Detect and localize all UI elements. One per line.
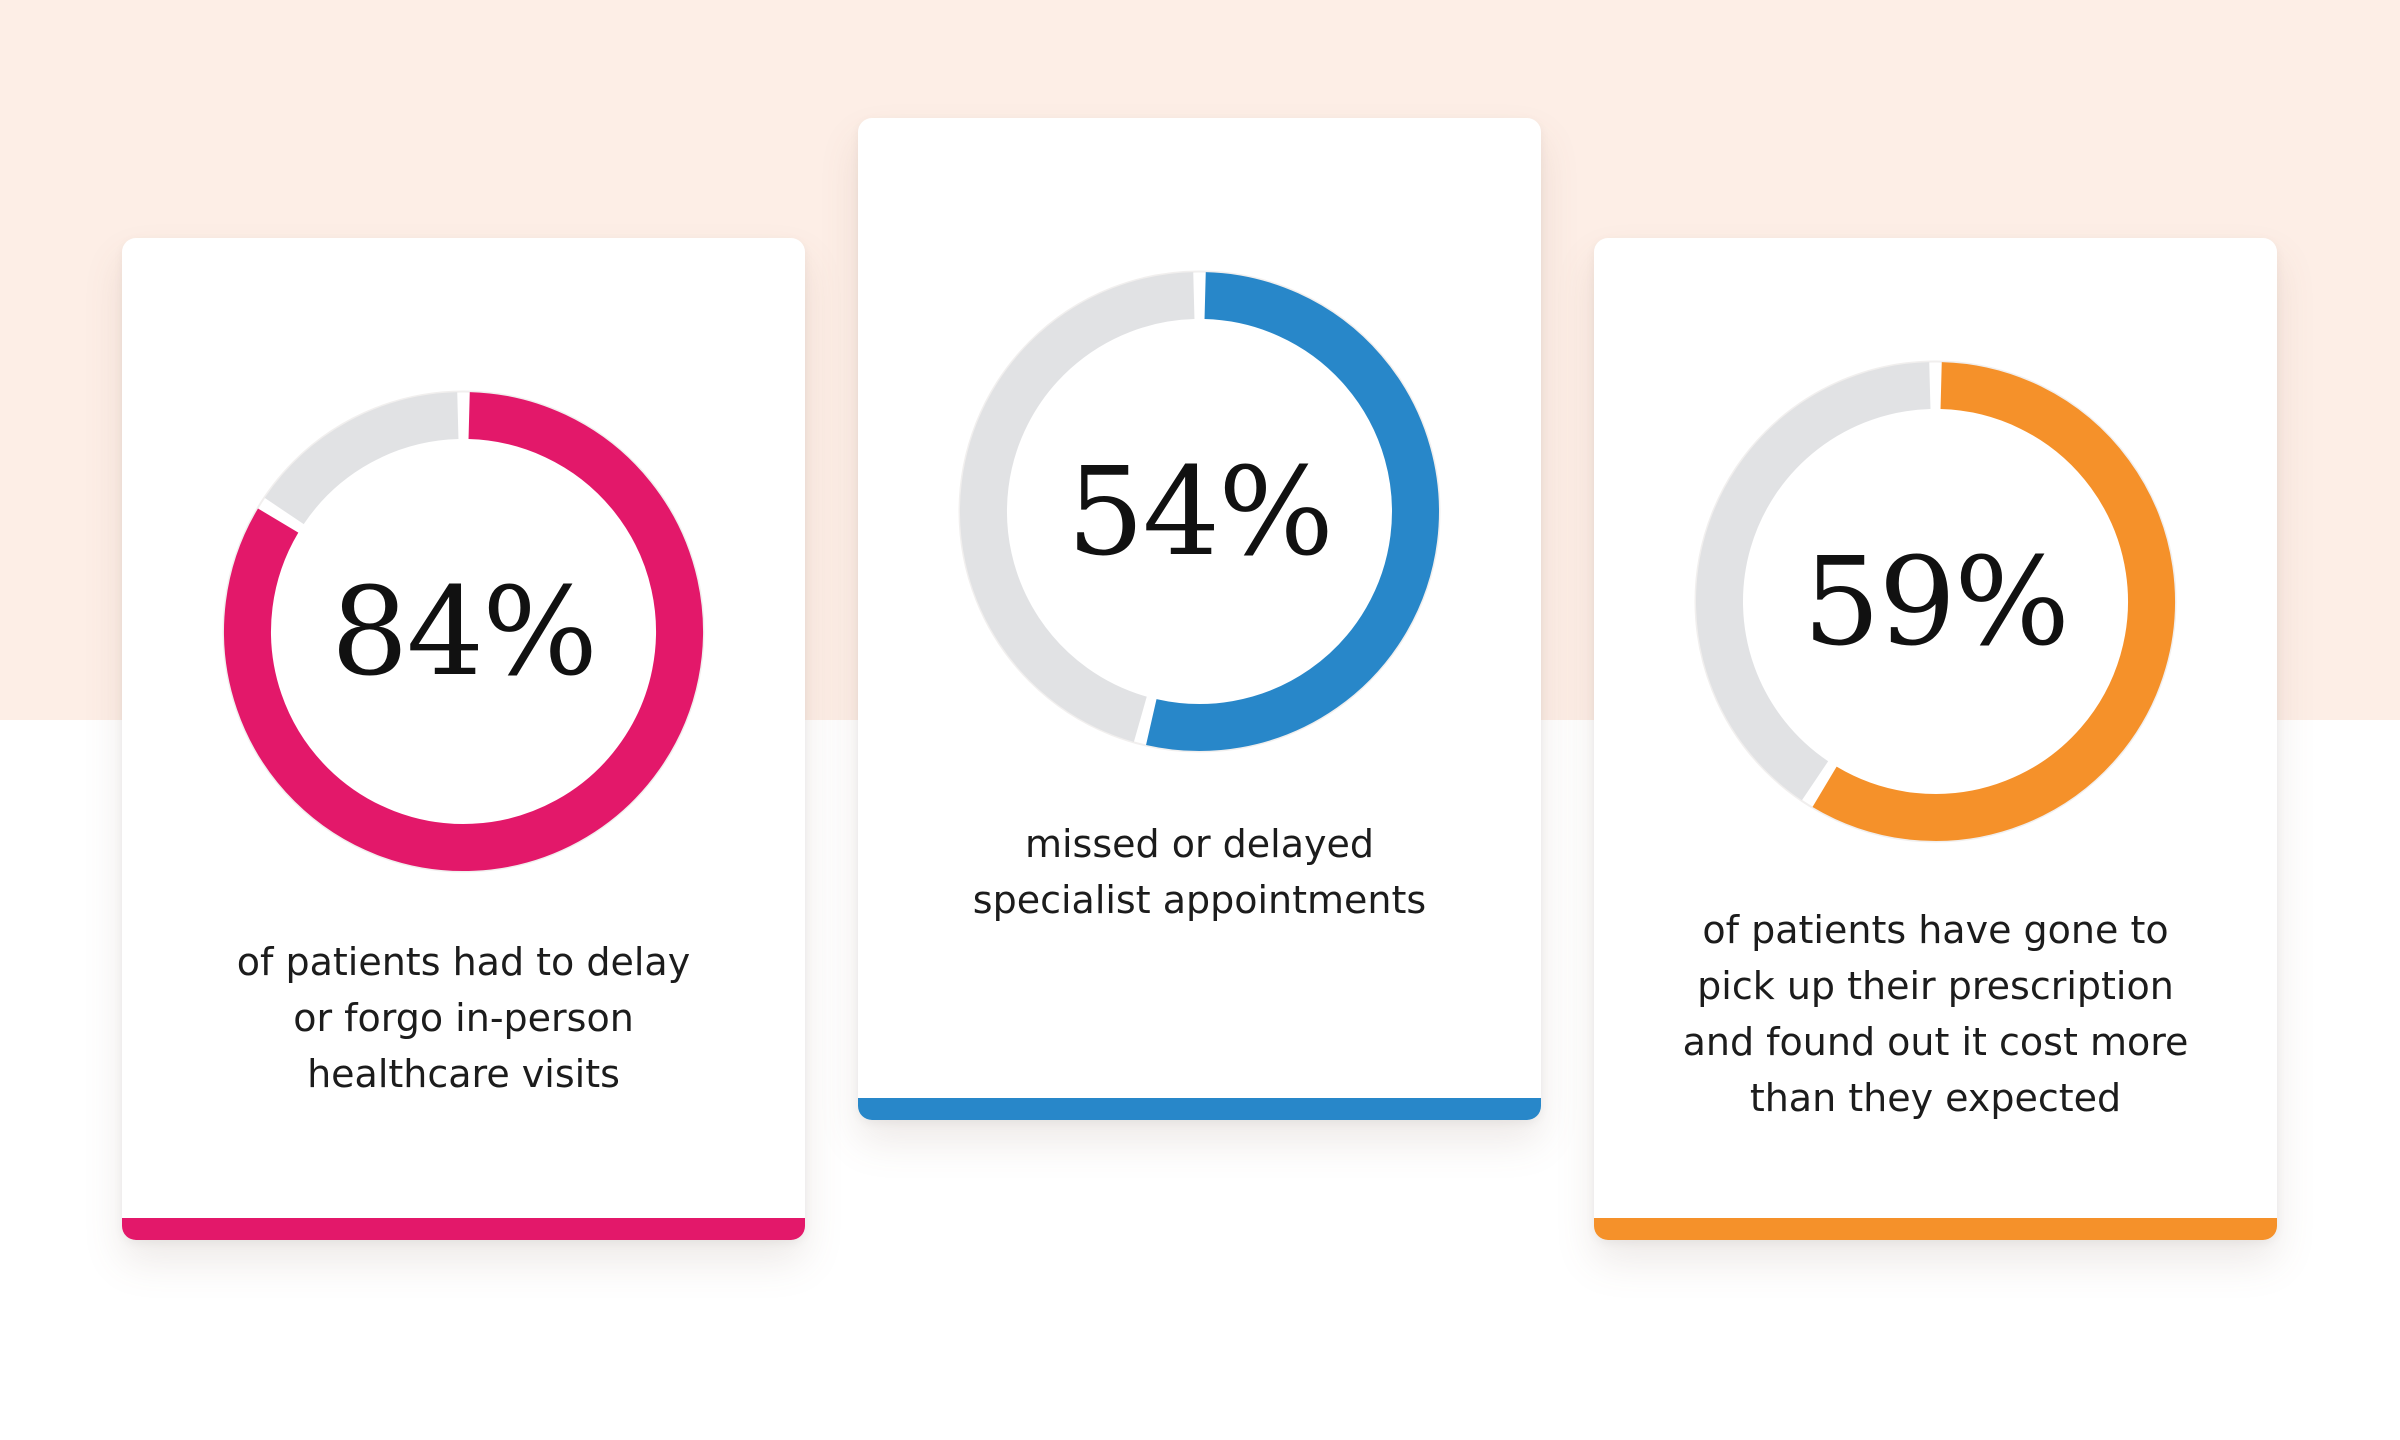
donut-value-segment [224,392,703,871]
card-accent-bar [122,1218,805,1240]
stat-caption: of patients have gone to pick up their p… [1634,902,2237,1126]
percentage-value: 84% [330,560,598,703]
percentage-value: 59% [1802,530,2070,673]
donut-remainder-segment [1696,362,1931,801]
donut-remainder-segment [264,392,459,525]
donut-remainder-segment [959,272,1195,742]
caption-line: pick up their prescription [1697,964,2174,1008]
stat-caption: of patients had to delay or forgo in-per… [162,934,765,1102]
donut-svg [958,270,1441,753]
donut-value-segment [1146,272,1439,751]
caption-line: or forgo in-person [293,996,634,1040]
donut-outer-ring [1694,360,2177,843]
donut-value-segment [1812,362,2175,841]
caption-line: and found out it cost more [1682,1020,2189,1064]
card-accent-bar [1594,1218,2277,1240]
caption-line: healthcare visits [307,1052,620,1096]
donut-outer-ring [222,390,705,873]
donut-chart: 59% [1692,358,2179,845]
caption-line: of patients had to delay [236,940,691,984]
donut-chart: 84% [220,388,707,875]
caption-line: than they expected [1749,1076,2122,1120]
donut-chart: 54% [956,268,1443,755]
percentage-value: 54% [1066,440,1334,583]
card-accent-bar [858,1098,1541,1120]
caption-line: of patients have gone to [1702,908,2169,952]
donut-svg [1694,360,2177,843]
stat-card-visits: 84% of patients had to delay or forgo in… [122,238,805,1240]
donut-outer-ring [958,270,1441,753]
caption-line: specialist appointments [972,878,1427,922]
stat-card-prescription: 59% of patients have gone to pick up the… [1594,238,2277,1240]
caption-line: missed or delayed [1024,822,1375,866]
donut-svg [222,390,705,873]
stat-caption: missed or delayed specialist appointment… [898,816,1501,928]
stat-card-specialist: 54% missed or delayed specialist appoint… [858,118,1541,1120]
